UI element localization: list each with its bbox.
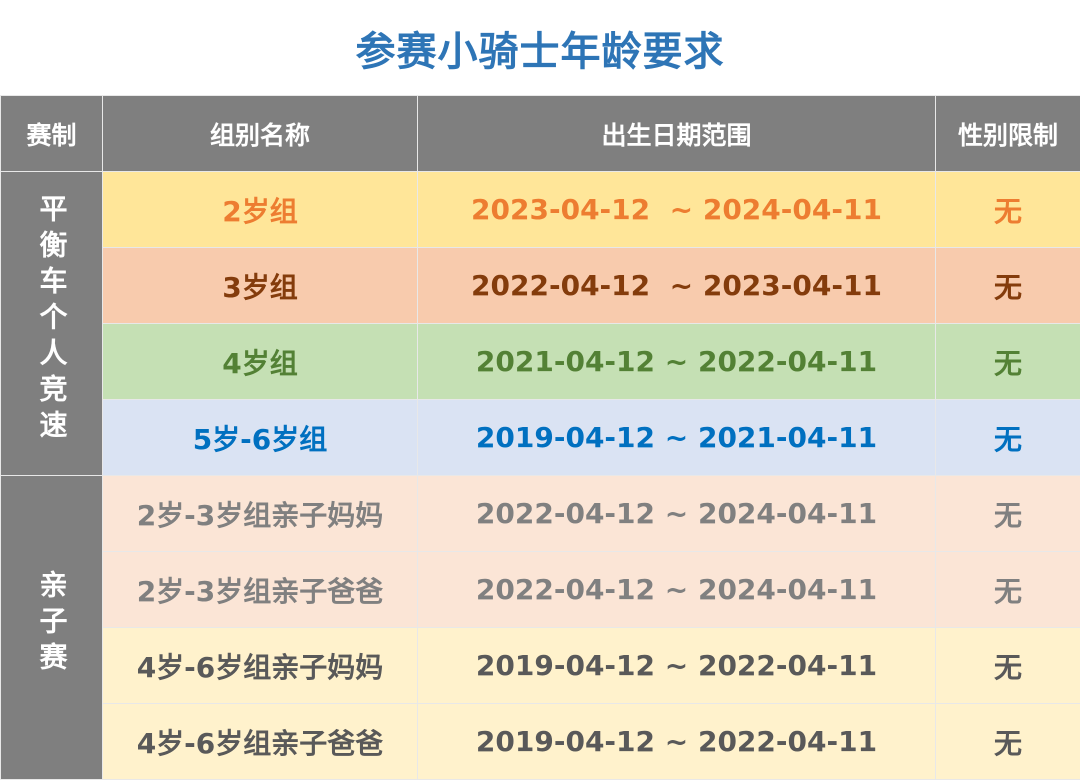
header-gender-limit: 性别限制 bbox=[936, 96, 1080, 172]
birth-range-cell: 2021-04-12 ~ 2022-04-11 bbox=[418, 324, 936, 400]
birth-range-cell: 2019-04-12 ~ 2022-04-11 bbox=[418, 628, 936, 704]
gender-limit-cell: 无 bbox=[936, 628, 1080, 704]
gender-limit-cell: 无 bbox=[936, 248, 1080, 324]
birth-range-cell: 2022-04-12 ~ 2023-04-11 bbox=[418, 248, 936, 324]
birth-range-cell: 2019-04-12 ~ 2021-04-11 bbox=[418, 400, 936, 476]
birth-range-cell: 2019-04-12 ~ 2022-04-11 bbox=[418, 704, 936, 780]
category-cell: 平衡车个人竞速 bbox=[1, 172, 103, 476]
category-label: 平衡车个人竞速 bbox=[38, 194, 66, 446]
birth-range-cell: 2022-04-12 ~ 2024-04-11 bbox=[418, 476, 936, 552]
group-name-cell: 2岁-3岁组亲子爸爸 bbox=[103, 552, 418, 628]
gender-limit-cell: 无 bbox=[936, 476, 1080, 552]
header-format: 赛制 bbox=[1, 96, 103, 172]
group-name-cell: 3岁组 bbox=[103, 248, 418, 324]
birth-range-cell: 2022-04-12 ~ 2024-04-11 bbox=[418, 552, 936, 628]
gender-limit-cell: 无 bbox=[936, 704, 1080, 780]
category-cell: 亲子赛 bbox=[1, 476, 103, 780]
gender-limit-cell: 无 bbox=[936, 400, 1080, 476]
group-name-cell: 4岁-6岁组亲子妈妈 bbox=[103, 628, 418, 704]
group-name-cell: 4岁-6岁组亲子爸爸 bbox=[103, 704, 418, 780]
birth-range-cell: 2023-04-12 ~ 2024-04-11 bbox=[418, 172, 936, 248]
header-group-name: 组别名称 bbox=[103, 96, 418, 172]
group-name-cell: 5岁-6岁组 bbox=[103, 400, 418, 476]
gender-limit-cell: 无 bbox=[936, 172, 1080, 248]
category-label: 亲子赛 bbox=[38, 570, 66, 678]
header-row: 赛制 组别名称 出生日期范围 性别限制 bbox=[1, 96, 1080, 172]
header-birth-range: 出生日期范围 bbox=[418, 96, 936, 172]
group-name-cell: 4岁组 bbox=[103, 324, 418, 400]
gender-limit-cell: 无 bbox=[936, 324, 1080, 400]
group-name-cell: 2岁-3岁组亲子妈妈 bbox=[103, 476, 418, 552]
page-title: 参赛小骑士年龄要求 bbox=[0, 0, 1080, 95]
group-name-cell: 2岁组 bbox=[103, 172, 418, 248]
gender-limit-cell: 无 bbox=[936, 552, 1080, 628]
